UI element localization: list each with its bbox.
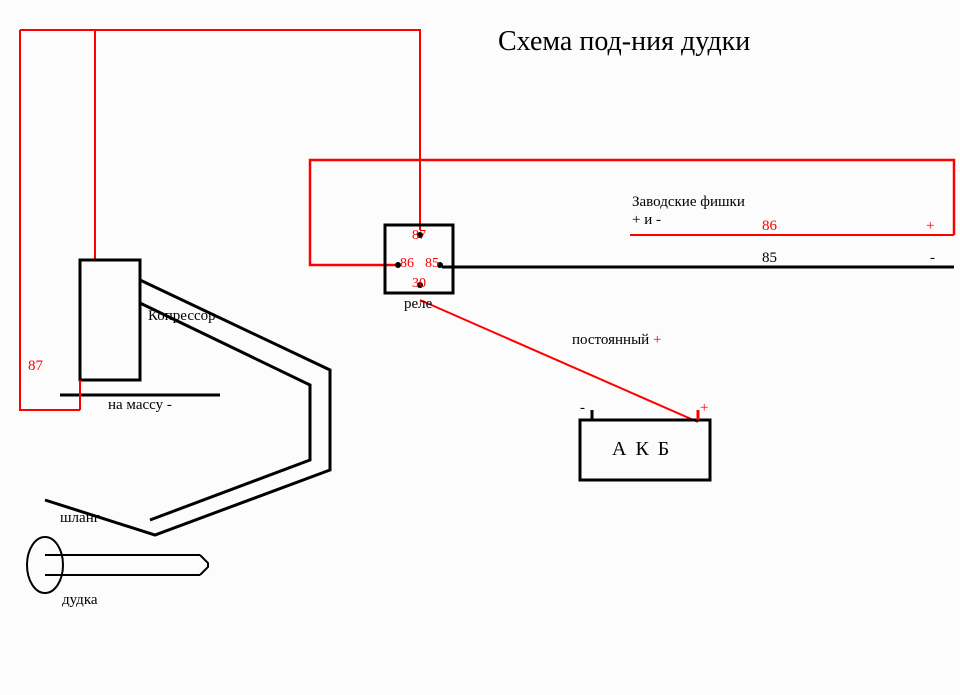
horn-label: дудка (62, 592, 98, 609)
diagram-title: Схема под-ния дудки (498, 26, 750, 58)
pin85-label: 85 (425, 256, 439, 272)
ground-label: на массу - (108, 397, 172, 414)
factory-chips-label: Заводские фишки (632, 194, 745, 211)
wire-plus-label: + (926, 218, 934, 235)
left-87-label: 87 (28, 358, 43, 375)
wire-minus-label: - (930, 250, 935, 267)
pin87-label: 87 (412, 228, 426, 244)
plus-minus-label: + и - (632, 212, 661, 229)
pin30-label: 30 (412, 276, 426, 292)
pin86-label: 86 (400, 256, 414, 272)
constant-plus-label: постоянный + (572, 332, 661, 349)
hose-label: шланг (60, 510, 100, 527)
wiring-diagram (0, 0, 960, 695)
relay-label: реле (404, 296, 432, 313)
battery-minus-label: - (580, 400, 585, 417)
wire85-label: 85 (762, 250, 777, 267)
battery-plus-label: + (700, 400, 708, 417)
battery-label: А К Б (612, 438, 671, 461)
compressor-label: Копрессор (148, 308, 216, 325)
wire86-label: 86 (762, 218, 777, 235)
